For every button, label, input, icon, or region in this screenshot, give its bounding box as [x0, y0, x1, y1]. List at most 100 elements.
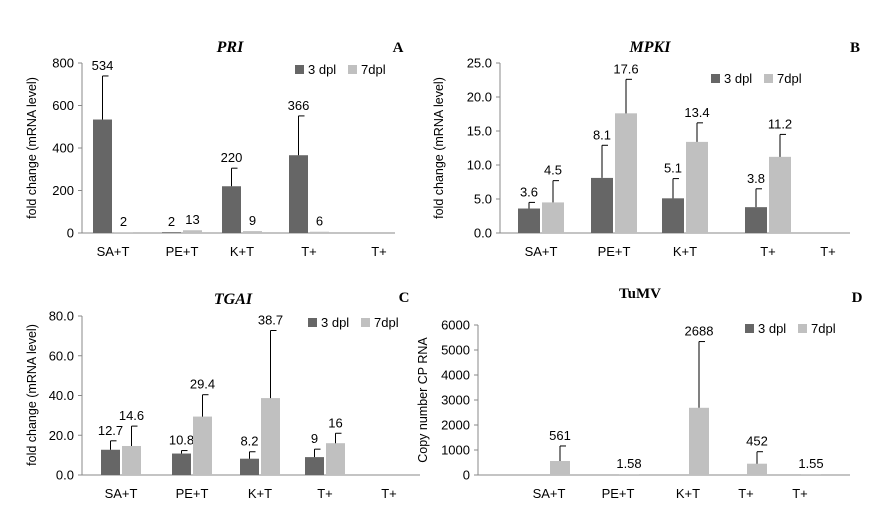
x-tick-label: T+ — [760, 244, 776, 259]
legend-label: 7dpl — [361, 62, 386, 77]
data-label: 534 — [92, 58, 114, 73]
legend-label: 7dpl — [777, 71, 802, 86]
y-tick-label: 40.0 — [49, 388, 74, 403]
y-tick-label: 15.0 — [467, 124, 492, 139]
x-tick-label: PE+T — [598, 244, 631, 259]
y-tick-label: 20.0 — [467, 90, 492, 105]
data-label: 11.2 — [768, 116, 792, 131]
chart-panel-a: 0 200 400 600 800 fold change (mRNA level) PRI… — [25, 39, 404, 259]
data-label: 561 — [549, 428, 571, 443]
panel-letter: C — [399, 290, 410, 306]
legend-swatch — [798, 324, 807, 333]
chart-panel-c: 0.0 20.0 40.0 60.0 80.0 fold change (mRNA lev… — [25, 290, 420, 501]
bar-7dpl — [114, 232, 133, 233]
data-label: 452 — [746, 434, 768, 449]
data-label: 366 — [288, 98, 310, 113]
data-label: 29.4 — [190, 377, 215, 392]
y-tick-label: 6000 — [441, 318, 470, 333]
data-label: 1.58 — [616, 456, 641, 471]
y-tick-label: 80.0 — [49, 309, 74, 324]
data-label: 5.1 — [664, 161, 682, 176]
legend-label: 7dpl — [811, 321, 836, 336]
x-tick-label: K+T — [230, 244, 254, 259]
x-tick-label: SA+T — [533, 486, 566, 501]
y-tick-label: 1000 — [441, 443, 470, 458]
y-tick-label: 0 — [67, 226, 74, 241]
data-label: 13 — [185, 212, 199, 227]
chart-title: TGAI — [214, 291, 253, 308]
x-tick-label: T+ — [820, 244, 836, 259]
data-label: 3.6 — [520, 184, 538, 199]
x-tick-label: T+ — [792, 486, 808, 501]
x-tick-label: SA+T — [525, 244, 558, 259]
data-label: 8.2 — [240, 434, 258, 449]
bar-7dpl — [183, 230, 202, 233]
bar-7dpl — [686, 141, 708, 233]
bar-7dpl — [689, 407, 709, 475]
bar-3dpl — [662, 198, 684, 233]
legend-swatch — [361, 318, 370, 327]
chart-panel-d: 0 1000 2000 3000 4000 5000 6000 Copy number CP … — [416, 286, 863, 501]
data-label: 10.8 — [169, 433, 194, 448]
bar-3dpl — [591, 177, 613, 233]
data-label: 14.6 — [119, 408, 144, 423]
bar-7dpl — [769, 156, 791, 233]
x-tick-label: T+ — [381, 486, 397, 501]
y-tick-label: 800 — [52, 56, 74, 71]
data-label: 13.4 — [684, 105, 709, 120]
legend-swatch — [295, 65, 304, 74]
data-label: 16 — [328, 415, 342, 430]
chart-title: TuMV — [619, 286, 661, 302]
y-tick-label: 2000 — [441, 418, 470, 433]
x-tick-label: T+ — [371, 244, 387, 259]
chart-panel-b: 0.0 5.0 10.0 15.0 20.0 25.0 fold change (mRNA … — [432, 39, 860, 259]
data-label: 4.5 — [544, 163, 562, 178]
bar-3dpl — [222, 186, 241, 233]
x-tick-label: T+ — [301, 244, 317, 259]
x-tick-label: SA+T — [97, 244, 130, 259]
y-axis-label: fold change (mRNA level) — [25, 77, 39, 219]
y-axis-label: fold change (mRNA level) — [432, 77, 446, 219]
y-tick-label: 10.0 — [467, 158, 492, 173]
bar-7dpl — [747, 463, 767, 475]
bar-7dpl — [326, 443, 345, 475]
y-tick-label: 5.0 — [474, 192, 492, 207]
data-label: 38.7 — [258, 313, 283, 328]
bar-7dpl — [310, 231, 329, 233]
y-tick-label: 0.0 — [474, 226, 492, 241]
legend-swatch — [764, 74, 773, 83]
x-tick-label: T+ — [317, 486, 333, 501]
bar-3dpl — [518, 208, 540, 233]
data-label: 17.6 — [613, 61, 638, 76]
x-tick-label: K+T — [676, 486, 700, 501]
chart-title: PRI — [216, 39, 244, 56]
data-label: 1.55 — [798, 456, 823, 471]
bar-7dpl — [122, 445, 141, 475]
data-label: 3.8 — [747, 171, 765, 186]
bar-7dpl — [619, 474, 639, 475]
legend-label: 3 dpl — [758, 321, 786, 336]
x-tick-label: PE+T — [176, 486, 209, 501]
bar-7dpl — [261, 398, 280, 475]
legend-label: 3 dpl — [724, 71, 752, 86]
bar-3dpl — [101, 449, 120, 475]
bar-7dpl — [550, 460, 570, 475]
x-tick-label: K+T — [673, 244, 697, 259]
data-label: 6 — [316, 214, 323, 229]
data-label: 12.7 — [98, 423, 123, 438]
y-tick-label: 20.0 — [49, 428, 74, 443]
bar-3dpl — [172, 453, 191, 475]
data-label: 2 — [168, 214, 175, 229]
y-tick-label: 4000 — [441, 368, 470, 383]
bar-3dpl — [162, 232, 181, 233]
data-label: 2688 — [685, 324, 714, 339]
y-axis-label: Copy number CP RNA — [416, 337, 430, 463]
x-tick-label: K+T — [248, 486, 272, 501]
legend-swatch — [711, 74, 720, 83]
data-label: 9 — [249, 213, 256, 228]
y-tick-label: 200 — [52, 183, 74, 198]
panel-letter: A — [393, 40, 404, 56]
x-tick-label: T+ — [738, 486, 754, 501]
bar-3dpl — [93, 119, 112, 233]
